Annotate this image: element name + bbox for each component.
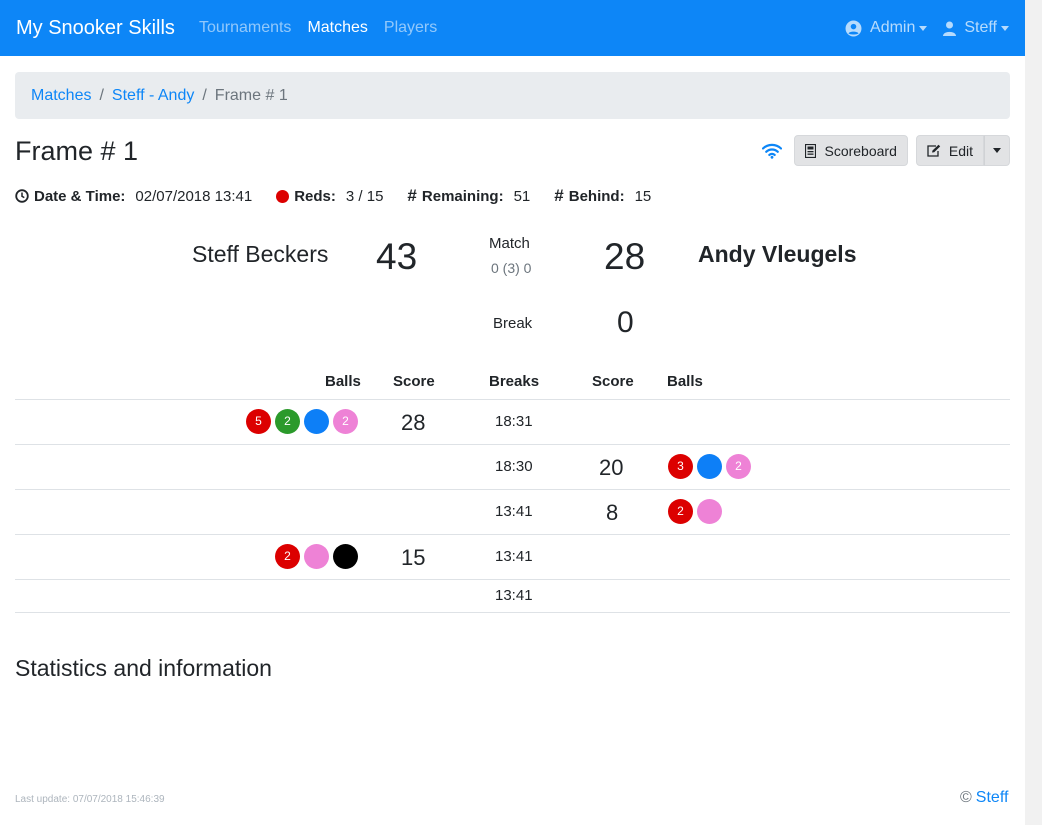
header-left-balls: Balls — [325, 373, 361, 390]
pink-ball — [697, 498, 722, 524]
match-label: Match — [489, 235, 530, 252]
behind-value: 15 — [634, 187, 652, 205]
pink-ball: 2 — [726, 453, 751, 479]
scoreboard-icon — [805, 143, 817, 158]
breadcrumb: Matches / Steff - Andy / Frame # 1 — [15, 72, 1010, 119]
row-divider — [15, 579, 1010, 580]
info-behind: # Behind: 15 — [554, 186, 651, 206]
break-time: 13:41 — [495, 547, 533, 565]
clock-icon — [15, 189, 29, 203]
row-divider — [15, 444, 1010, 445]
left-break-score: 15 — [401, 544, 426, 570]
info-reds: Reds: 3 / 15 — [276, 188, 383, 205]
stats-heading: Statistics and information — [15, 655, 272, 681]
row-divider — [15, 534, 1010, 535]
player1-score: 43 — [376, 236, 418, 277]
nav-right: Admin Steff — [829, 19, 1009, 37]
right-break-score: 20 — [599, 454, 624, 480]
right-break-score: 8 — [606, 499, 619, 525]
info-datetime: Date & Time: 02/07/2018 13:41 — [15, 188, 252, 205]
blue-ball — [304, 408, 329, 434]
chevron-down-icon — [919, 25, 928, 31]
header-breaks: Breaks — [489, 373, 540, 390]
user-circle-icon — [845, 20, 862, 36]
edit-dropdown-toggle[interactable] — [984, 135, 1010, 166]
page-title: Frame # 1 — [15, 136, 139, 166]
blue-ball — [697, 453, 722, 479]
last-update: Last update: 07/07/2018 15:46:39 — [15, 794, 165, 805]
scoreboard-label: Scoreboard — [824, 142, 897, 159]
edit-button[interactable]: Edit — [915, 135, 984, 166]
edit-icon — [927, 144, 941, 157]
nav-matches[interactable]: Matches — [307, 19, 368, 36]
green-ball: 2 — [275, 408, 300, 434]
row-divider — [15, 489, 1010, 490]
breadcrumb-match[interactable]: Steff - Andy — [111, 86, 195, 104]
frame-info: Date & Time: 02/07/2018 13:41 Reds: 3 / … — [15, 186, 675, 206]
admin-dropdown[interactable]: Admin — [845, 19, 928, 37]
player1-name: Steff Beckers — [192, 241, 329, 267]
header-right-balls: Balls — [667, 373, 703, 390]
nav-tournaments[interactable]: Tournaments — [198, 19, 292, 36]
player2-score: 28 — [604, 236, 646, 277]
pink-ball: 2 — [333, 408, 358, 434]
chevron-down-icon — [1001, 25, 1009, 31]
user-dropdown[interactable]: Steff — [943, 19, 1009, 37]
player2-name: Andy Vleugels — [698, 241, 857, 267]
breadcrumb-separator: / — [99, 86, 104, 104]
red-ball: 2 — [668, 498, 693, 524]
author-link[interactable]: Steff — [975, 789, 1009, 806]
hash-icon: # — [554, 186, 564, 205]
break-time: 13:41 — [495, 586, 533, 604]
copyright-symbol: © — [960, 789, 972, 806]
brand-link[interactable]: My Snooker Skills — [16, 16, 175, 39]
breadcrumb-matches[interactable]: Matches — [31, 86, 92, 104]
behind-label: Behind: — [568, 187, 625, 205]
admin-label: Admin — [870, 19, 916, 36]
break-label: Break — [493, 315, 533, 332]
datetime-value: 02/07/2018 13:41 — [135, 187, 253, 205]
reds-value: 3 / 15 — [345, 187, 384, 205]
match-score: 0 (3) 0 — [491, 260, 532, 276]
red-ball: 3 — [668, 453, 693, 479]
header-left-score: Score — [393, 373, 435, 390]
footer-credit: © Steff — [960, 789, 1008, 807]
chevron-down-icon — [993, 148, 1001, 153]
user-icon — [943, 21, 957, 36]
remaining-label: Remaining: — [421, 187, 504, 205]
red-ball-icon — [276, 189, 290, 203]
scoreboard-button[interactable]: Scoreboard — [794, 135, 908, 166]
break-time: 18:30 — [495, 457, 533, 475]
nav-players[interactable]: Players — [383, 19, 438, 36]
red-ball: 5 — [246, 408, 271, 434]
edit-button-group: Edit — [915, 135, 1010, 166]
datetime-label: Date & Time: — [34, 187, 126, 205]
info-remaining: # Remaining: 51 — [407, 186, 530, 206]
black-ball — [333, 543, 358, 569]
header-right-score: Score — [592, 373, 634, 390]
breadcrumb-current: Frame # 1 — [214, 86, 288, 104]
break-time: 13:41 — [495, 502, 533, 520]
edit-label: Edit — [948, 142, 973, 159]
row-divider — [15, 399, 1010, 400]
row-divider — [15, 612, 1010, 613]
break-time: 18:31 — [495, 412, 533, 430]
reds-label: Reds: — [294, 187, 336, 205]
user-label: Steff — [964, 19, 997, 36]
red-ball: 2 — [275, 543, 300, 569]
navbar: My Snooker Skills Tournaments Matches Pl… — [0, 0, 1025, 56]
hash-icon: # — [407, 186, 417, 205]
break-value: 0 — [617, 306, 634, 339]
remaining-value: 51 — [513, 187, 531, 205]
scrollbar[interactable] — [1025, 0, 1042, 825]
breadcrumb-separator: / — [202, 86, 207, 104]
pink-ball — [304, 543, 329, 569]
toolbar: Scoreboard Edit — [762, 135, 1010, 166]
wifi-icon — [762, 143, 783, 159]
left-break-score: 28 — [401, 409, 426, 435]
